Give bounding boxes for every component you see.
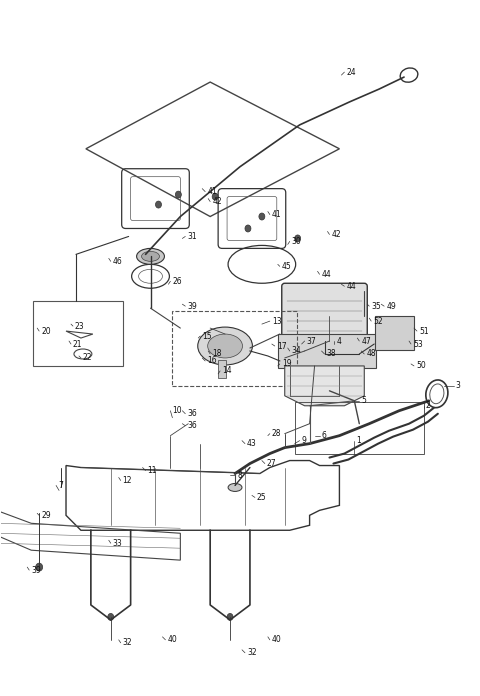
Text: 53: 53	[413, 340, 423, 349]
Text: 37: 37	[307, 337, 316, 345]
Text: 11: 11	[147, 466, 157, 475]
Text: 32: 32	[123, 638, 132, 647]
Polygon shape	[285, 366, 364, 406]
Text: 20: 20	[41, 326, 51, 335]
Text: 25: 25	[257, 493, 266, 502]
Text: 44: 44	[322, 270, 331, 279]
Ellipse shape	[108, 613, 114, 620]
Text: 26: 26	[172, 277, 182, 286]
FancyBboxPatch shape	[375, 316, 414, 350]
Text: 13: 13	[272, 317, 281, 326]
Text: 40: 40	[272, 635, 282, 644]
Text: 31: 31	[187, 232, 197, 241]
Text: 21: 21	[73, 340, 83, 349]
Ellipse shape	[156, 201, 161, 208]
Text: 1: 1	[356, 436, 361, 445]
Text: 2: 2	[426, 402, 431, 410]
Text: 38: 38	[326, 349, 336, 358]
Ellipse shape	[208, 334, 242, 358]
Ellipse shape	[227, 613, 233, 620]
Ellipse shape	[228, 484, 242, 491]
Text: 35: 35	[371, 301, 381, 310]
Text: 18: 18	[212, 349, 222, 358]
Text: 34: 34	[292, 347, 301, 356]
Text: 19: 19	[282, 359, 291, 368]
Text: 27: 27	[267, 459, 276, 468]
Bar	[172, 311, 297, 386]
Text: 47: 47	[361, 337, 371, 345]
FancyBboxPatch shape	[282, 283, 367, 344]
Ellipse shape	[137, 248, 165, 264]
Text: 49: 49	[386, 301, 396, 310]
Bar	[295, 402, 424, 454]
Text: 36: 36	[187, 409, 197, 418]
Text: 29: 29	[41, 511, 51, 520]
Text: 42: 42	[332, 230, 341, 239]
Text: 45: 45	[282, 262, 291, 271]
Text: 44: 44	[347, 282, 356, 291]
Text: 3: 3	[456, 381, 461, 390]
Ellipse shape	[142, 251, 159, 261]
Bar	[218, 360, 226, 378]
Text: 42: 42	[212, 197, 222, 206]
Ellipse shape	[295, 235, 300, 242]
Text: 22: 22	[83, 354, 93, 363]
Text: 28: 28	[272, 429, 281, 438]
Text: 46: 46	[113, 257, 122, 266]
Text: 24: 24	[347, 68, 356, 77]
Text: 12: 12	[123, 476, 132, 485]
Text: 10: 10	[172, 406, 182, 416]
Text: 43: 43	[247, 439, 257, 448]
Text: 7: 7	[58, 481, 63, 490]
Text: 23: 23	[75, 322, 84, 331]
Ellipse shape	[245, 225, 251, 232]
Text: 30: 30	[292, 237, 301, 246]
Text: 33: 33	[113, 539, 122, 548]
Ellipse shape	[212, 193, 218, 200]
Ellipse shape	[198, 327, 252, 365]
Text: 17: 17	[277, 342, 287, 351]
Text: 39: 39	[31, 566, 41, 575]
Text: 40: 40	[168, 635, 177, 644]
Text: 16: 16	[207, 356, 217, 365]
Ellipse shape	[175, 191, 181, 198]
Text: 39: 39	[187, 301, 197, 310]
Ellipse shape	[259, 213, 265, 220]
Text: 36: 36	[187, 421, 197, 430]
Ellipse shape	[36, 563, 43, 571]
Text: 14: 14	[222, 366, 232, 375]
Text: 8: 8	[237, 471, 242, 480]
Text: 50: 50	[416, 361, 426, 370]
Text: 41: 41	[207, 187, 217, 196]
Text: 41: 41	[272, 210, 281, 219]
Text: 9: 9	[301, 436, 307, 445]
Text: 5: 5	[361, 396, 366, 405]
Text: 48: 48	[366, 349, 376, 358]
Text: 15: 15	[202, 331, 212, 340]
Text: 52: 52	[373, 317, 383, 326]
FancyBboxPatch shape	[278, 334, 376, 368]
Text: 51: 51	[419, 326, 429, 335]
Text: 32: 32	[247, 648, 257, 657]
Bar	[33, 301, 123, 366]
Text: 6: 6	[322, 431, 326, 440]
Text: 4: 4	[336, 337, 341, 345]
